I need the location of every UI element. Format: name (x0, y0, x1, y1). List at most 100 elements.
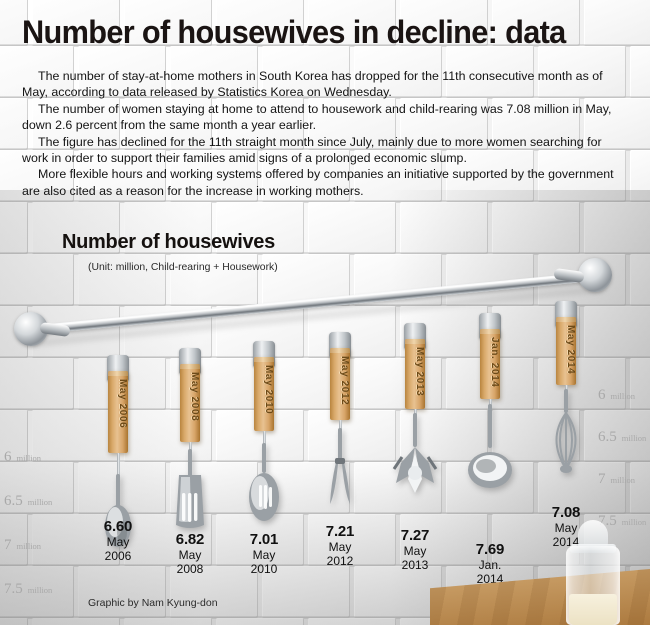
data-month: May (106, 535, 130, 549)
article-paragraph: More flexible hours and working systems … (22, 167, 614, 198)
wall-tile (354, 358, 442, 410)
wall-tile (400, 98, 488, 150)
tag-label: May 2014 (565, 325, 576, 375)
wall-tile (354, 566, 442, 618)
wall-tile (584, 0, 650, 46)
wall-tile (32, 98, 120, 150)
wall-tile (308, 410, 396, 462)
wall-tile (400, 0, 488, 46)
whisk-icon (545, 389, 587, 475)
wall-tile (446, 46, 534, 98)
data-value: 7.27 (400, 527, 430, 544)
wall-tile (32, 0, 120, 46)
axis-label-right: 6.5 million (598, 428, 646, 446)
data-year: 2008 (176, 562, 204, 576)
axis-unit: million (16, 453, 42, 463)
wall-tile (538, 150, 626, 202)
wall-tile (170, 46, 258, 98)
masher-icon (392, 413, 438, 497)
wall-tile (0, 462, 74, 514)
data-month: May (403, 544, 427, 558)
axis-unit: million (621, 433, 647, 443)
data-month: May (554, 521, 578, 535)
wall-tile (538, 46, 626, 98)
wall-tile (538, 358, 626, 410)
data-value-group: 7.69 Jan. 2014 (455, 541, 525, 586)
data-value-group: 7.21 May 2012 (305, 523, 375, 568)
article-body: The number of stay-at-home mothers in So… (22, 68, 630, 199)
wall-tile (584, 306, 650, 358)
article-paragraph: The number of stay-at-home mothers in So… (22, 69, 603, 100)
page-title: Number of housewives in decline: data (22, 14, 566, 50)
data-value: 7.21 (325, 523, 355, 540)
wall-tile (216, 618, 304, 625)
wall-tile (0, 150, 74, 202)
wall-tile (170, 566, 258, 618)
data-month: May (328, 540, 352, 554)
wall-tile (400, 514, 488, 566)
wall-tile (170, 254, 258, 306)
wall-tile (308, 202, 396, 254)
slotted-spoon-icon (246, 443, 282, 523)
axis-unit: million (27, 585, 53, 595)
axis-label-left: 6.5 million (4, 492, 52, 510)
data-month: May (252, 548, 276, 562)
wall-tile (630, 358, 650, 410)
wall-tile (0, 254, 74, 306)
tag-label: Jan. 2014 (489, 337, 500, 388)
axis-label-left: 7.5 million (4, 580, 52, 598)
data-value-group: 6.60 May 2006 (83, 518, 153, 563)
axis-label-right: 6 million (598, 386, 635, 404)
baby-bottle-icon (556, 520, 632, 625)
data-value-group: 6.82 May 2008 (155, 531, 225, 576)
wooden-tag: May 2010 (254, 357, 274, 431)
wooden-tag: May 2014 (556, 317, 576, 385)
wall-tile (538, 462, 626, 514)
wall-tile (262, 150, 350, 202)
axis-label-left: 6 million (4, 448, 41, 466)
axis-value: 6.5 (4, 493, 23, 509)
wall-tile (0, 358, 74, 410)
tag-label: May 2008 (189, 372, 200, 422)
wall-tile (0, 0, 28, 46)
data-month: May (178, 548, 202, 562)
wooden-tag: May 2008 (180, 364, 200, 442)
slotted-spatula-icon (170, 449, 210, 531)
wall-tile (0, 410, 28, 462)
chart-subtitle: (Unit: million, Child-rearing + Housewor… (88, 262, 278, 273)
wall-tile (0, 46, 74, 98)
data-month: Jan. (478, 558, 502, 572)
tag-label: May 2012 (339, 356, 350, 406)
tag-top-face (108, 371, 128, 376)
axis-unit: million (610, 475, 636, 485)
wall-tile (0, 514, 28, 566)
data-value: 7.01 (249, 531, 279, 548)
axis-value: 7 (598, 471, 606, 487)
tag-label: May 2013 (414, 347, 425, 397)
axis-value: 6 (598, 387, 606, 403)
wall-tile (492, 514, 580, 566)
tag-top-face (254, 357, 274, 362)
wooden-tag: May 2006 (108, 371, 128, 453)
tag-top-face (405, 339, 425, 344)
axis-value: 7 (4, 537, 12, 553)
data-value: 7.08 (551, 504, 581, 521)
wall-tile (0, 566, 74, 618)
wall-tile (354, 46, 442, 98)
wall-tile (124, 202, 212, 254)
wall-tile (78, 462, 166, 514)
chart-title: Number of housewives (62, 231, 275, 253)
wall-tile (78, 566, 166, 618)
wall-tile (0, 618, 28, 625)
wall-tile (400, 202, 488, 254)
wall-tile (170, 150, 258, 202)
wall-tile (124, 618, 212, 625)
wall-tile (354, 150, 442, 202)
article-paragraph: The figure has declined for the 11th str… (22, 134, 602, 166)
wall-tile (32, 410, 120, 462)
wall-tile (262, 566, 350, 618)
axis-unit: million (621, 517, 647, 527)
wall-tile (630, 462, 650, 514)
utensil-rail-assembly (0, 250, 650, 370)
data-year: 2010 (250, 562, 278, 576)
